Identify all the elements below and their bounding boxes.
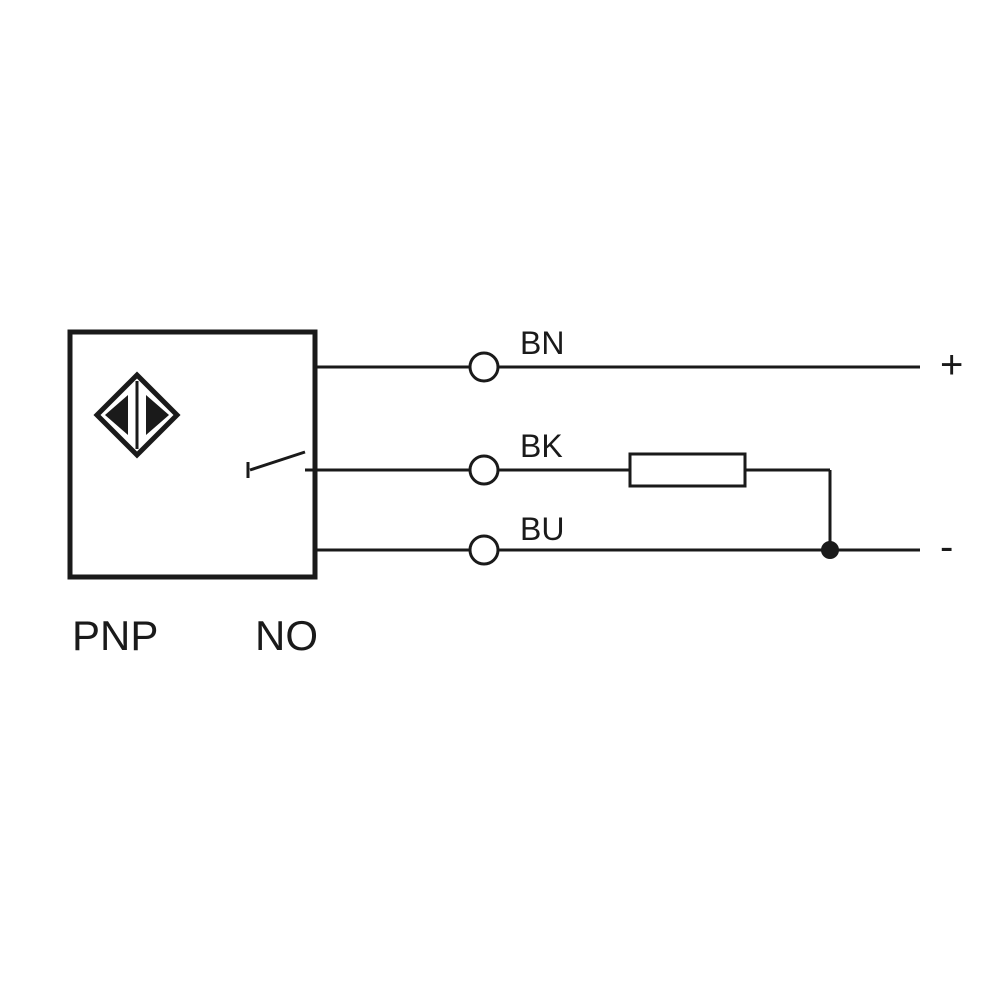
caption-pnp: PNP xyxy=(72,612,158,659)
wire-bk xyxy=(330,456,830,484)
sensor-symbol-icon xyxy=(97,375,177,455)
caption-no: NO xyxy=(255,612,318,659)
label-bu: BU xyxy=(520,511,564,547)
load-resistor xyxy=(630,454,745,486)
sensor-box xyxy=(70,332,315,577)
label-bk: BK xyxy=(520,428,563,464)
no-switch-icon xyxy=(248,452,330,478)
label-bn: BN xyxy=(520,325,564,361)
label-minus: - xyxy=(940,525,953,569)
label-plus: + xyxy=(940,343,963,387)
wire-bn xyxy=(315,353,920,381)
wiring-diagram: BN BK BU + - PNP NO xyxy=(0,0,1000,1000)
